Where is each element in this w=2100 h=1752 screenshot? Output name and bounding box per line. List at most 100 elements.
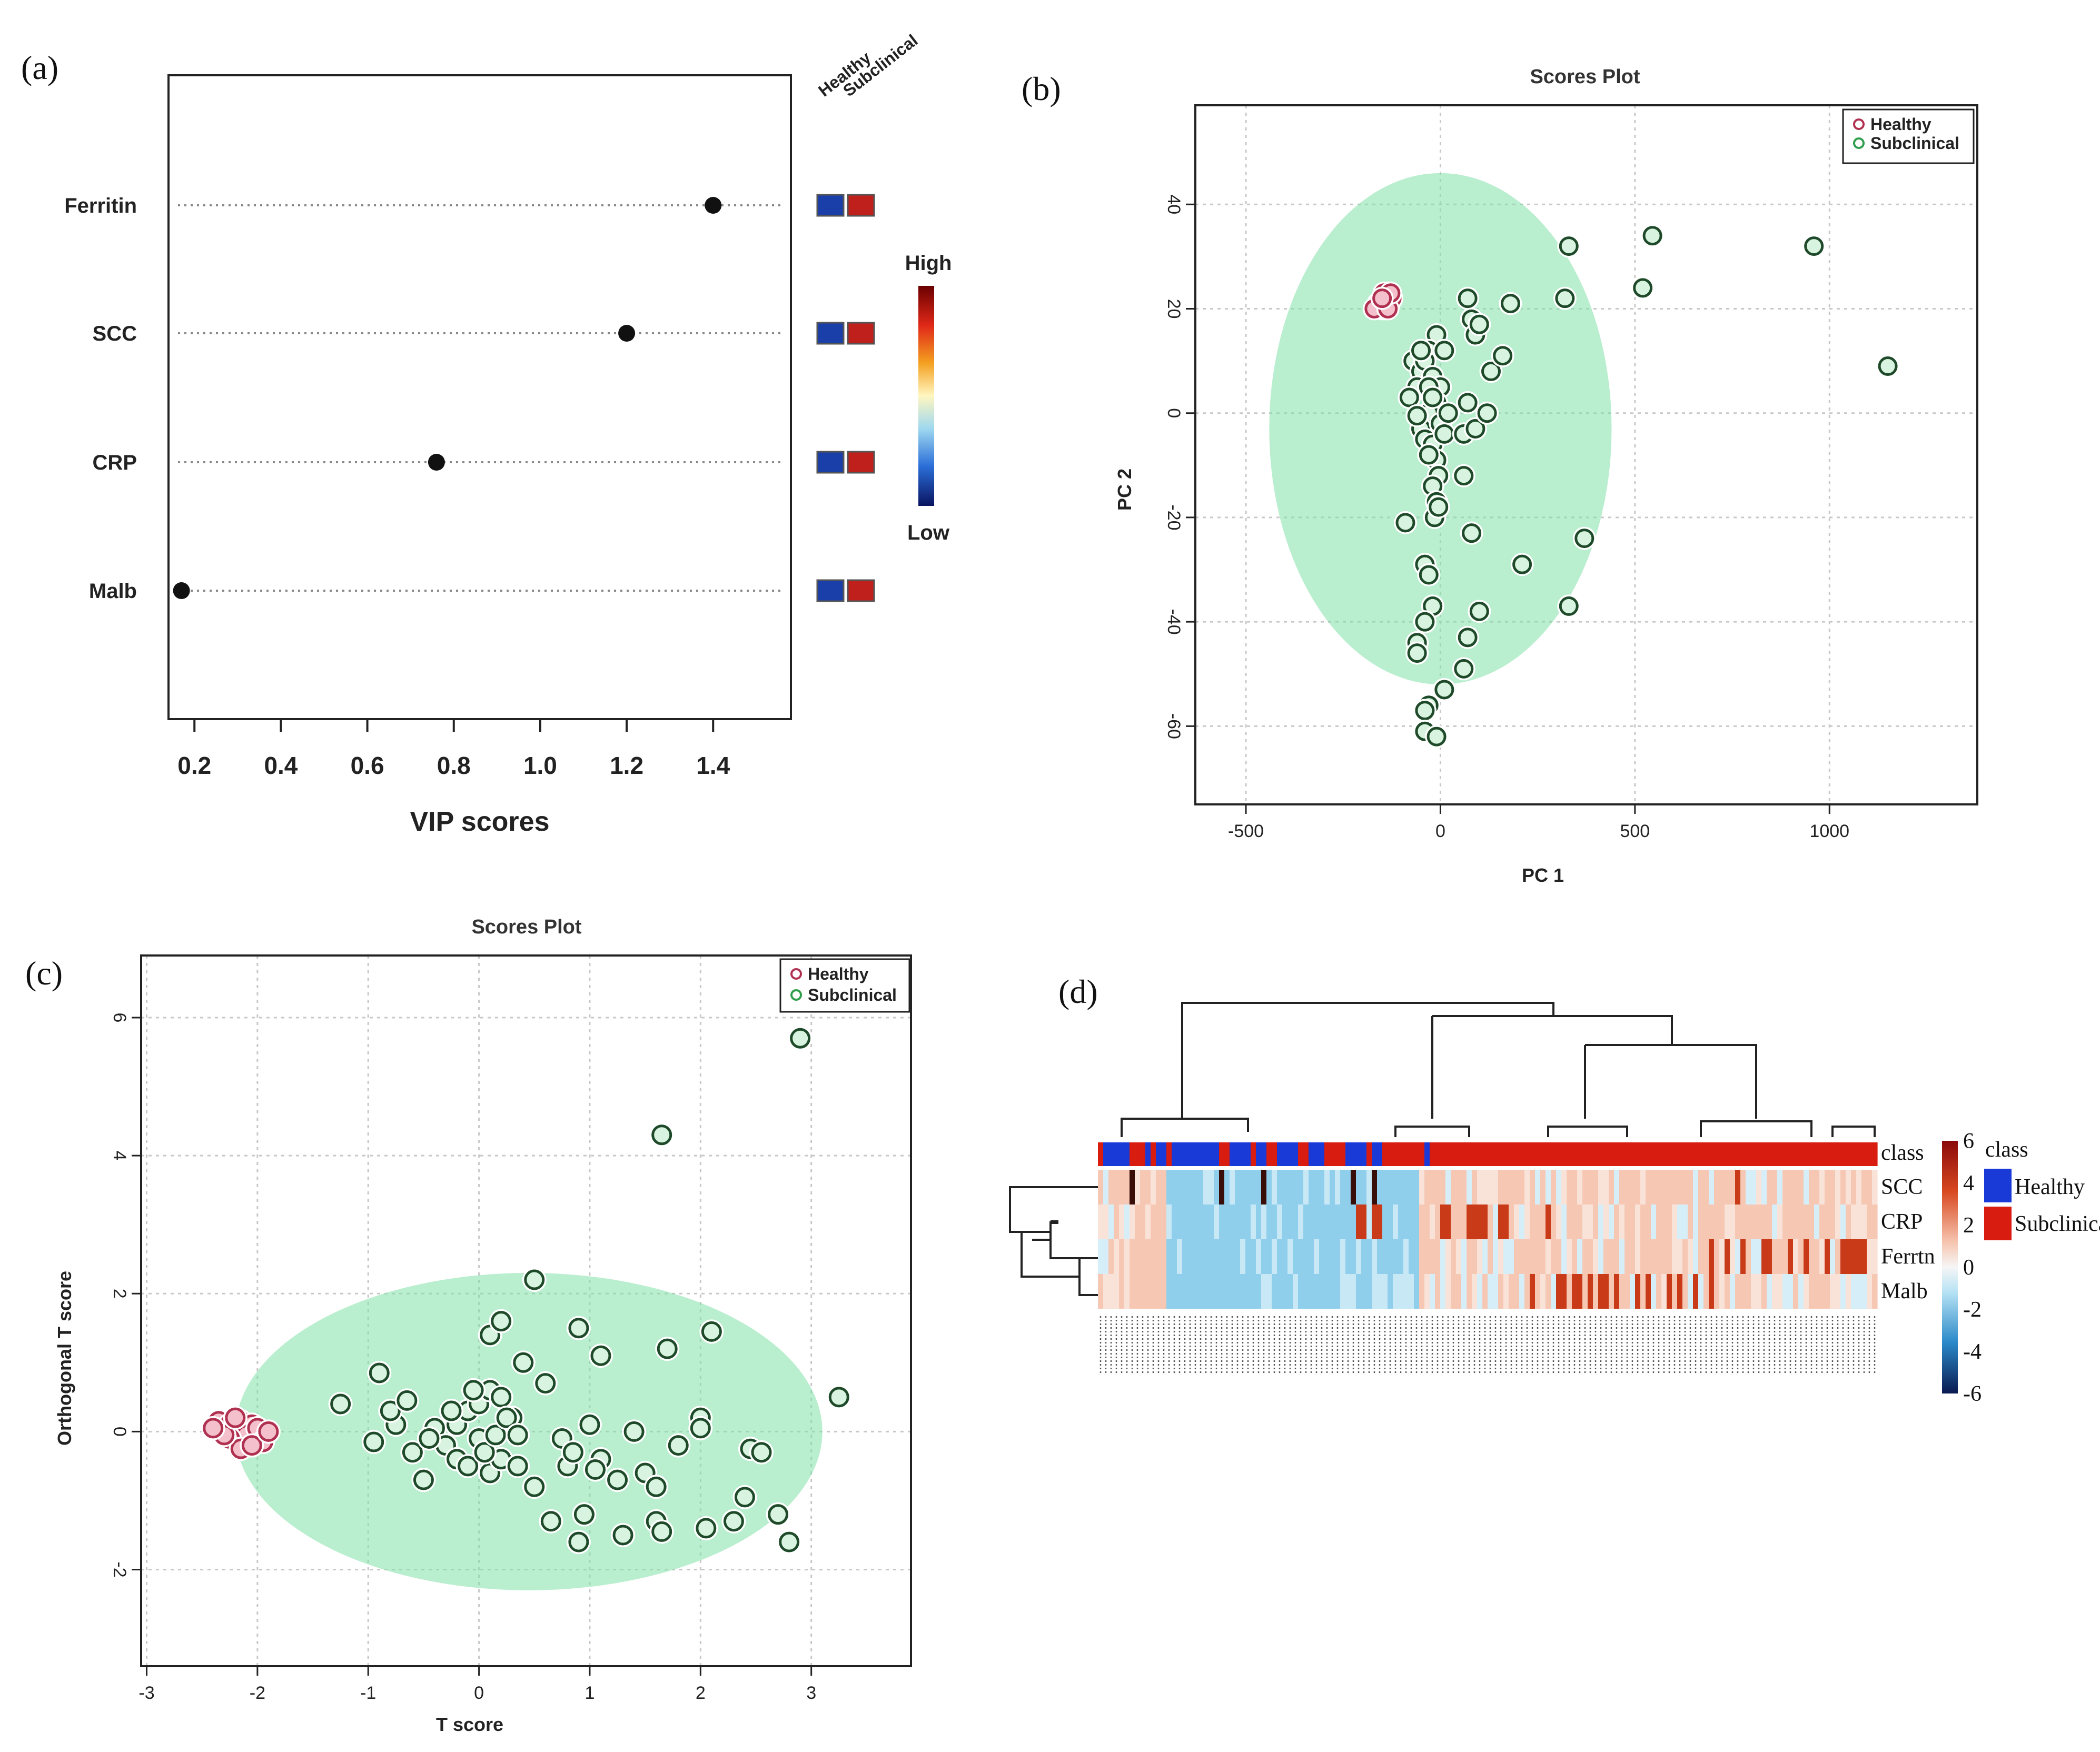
heatmap-cell: [1482, 1204, 1488, 1239]
pca-subclinical-point: [1481, 361, 1501, 381]
heatmap-cell: [1856, 1274, 1862, 1309]
opls-subclinical-point: [779, 1531, 800, 1552]
heatmap-cell: [1767, 1204, 1772, 1239]
heatmap-cell: [1472, 1239, 1478, 1274]
heatmap-cell: [1740, 1274, 1746, 1309]
heatmap-cell: [1130, 1274, 1135, 1309]
heatmap-cell: [1388, 1274, 1393, 1309]
heatmap-cell: [1598, 1170, 1604, 1204]
heatmap-cell: [1277, 1170, 1283, 1204]
pca-subclinical-point: [1438, 403, 1458, 423]
heatmap-cell: [1656, 1274, 1662, 1309]
opls-legend: Healthy Subclinical: [779, 958, 910, 1013]
heatmap-class-cell: [1746, 1142, 1751, 1166]
heatmap-cell: [1725, 1239, 1730, 1274]
heatmap-cell: [1151, 1274, 1156, 1309]
heatmap-cell: [1793, 1170, 1799, 1204]
heatmap-class-cell: [1535, 1142, 1541, 1166]
heatmap-cell: [1409, 1239, 1414, 1274]
heatmap-cell: [1524, 1204, 1530, 1239]
heatmap-cell: [1324, 1204, 1330, 1239]
heatmap-cell: [1872, 1170, 1878, 1204]
opls-subclinical-point: [701, 1321, 722, 1342]
heatmap-cell: [1393, 1239, 1399, 1274]
heatmap-cell: [1798, 1204, 1804, 1239]
heatmap-cell: [1598, 1274, 1604, 1309]
heatmap-cell: [1709, 1170, 1715, 1204]
heatmap-cell: [1440, 1239, 1446, 1274]
heatmap-cell: [1746, 1204, 1751, 1239]
heatmap-cell: [1651, 1170, 1657, 1204]
heatmap-class-cell: [1772, 1142, 1778, 1166]
heatmap-cell: [1782, 1204, 1788, 1239]
heatmap-cell: [1177, 1170, 1183, 1204]
pca-subclinical-point: [1395, 513, 1415, 533]
heatmap-colorbar-tick: 2: [1963, 1213, 1974, 1238]
heatmap-cell: [1593, 1204, 1599, 1239]
heatmap-cell: [1393, 1274, 1399, 1309]
pca-panel: Scores Plot -500 0 500 1000 -60 -40 -20 0 20 40 P…: [1114, 66, 1978, 886]
heatmap-cell: [1603, 1274, 1609, 1309]
heatmap-cell: [1135, 1204, 1141, 1239]
vip-x-tick-label: 1.2: [610, 752, 643, 779]
heatmap-cell: [1567, 1274, 1572, 1309]
heatmap-cell: [1830, 1239, 1836, 1274]
heatmap-cell: [1556, 1170, 1562, 1204]
heatmap-cell: [1282, 1204, 1288, 1239]
heatmap-cell: [1798, 1239, 1804, 1274]
heatmap-class-cell: [1314, 1142, 1320, 1166]
heatmap-cell: [1830, 1170, 1836, 1204]
pca-y-axis-label: PC 2: [1114, 469, 1135, 511]
heatmap-cell: [1677, 1239, 1683, 1274]
opls-subclinical-point: [496, 1407, 517, 1428]
opls-healthy-point: [203, 1418, 224, 1439]
heatmap-cell: [1324, 1274, 1330, 1309]
heatmap-row-label: SCC: [1881, 1175, 1923, 1199]
heatmap-cell: [1614, 1274, 1620, 1309]
heatmap-cell: [1351, 1274, 1356, 1309]
heatmap-class-cell: [1230, 1142, 1235, 1166]
pca-subclinical-point: [1462, 523, 1482, 543]
heatmap-cell: [1440, 1204, 1446, 1239]
vip-colorbar-low-label: Low: [907, 521, 950, 544]
heatmap-class-cell: [1777, 1142, 1783, 1166]
heatmap-cell: [1656, 1239, 1662, 1274]
heatmap-cell: [1356, 1170, 1362, 1204]
heatmap-cell: [1772, 1274, 1778, 1309]
heatmap-cell: [1151, 1204, 1156, 1239]
heatmap-cell: [1172, 1170, 1177, 1204]
pca-subclinical-point: [1469, 601, 1489, 621]
heatmap-cell: [1756, 1274, 1762, 1309]
heatmap-cell: [1140, 1170, 1146, 1204]
opls-subclinical-point: [751, 1442, 772, 1463]
heatmap-cell: [1793, 1239, 1799, 1274]
pca-subclinical-point: [1642, 226, 1662, 246]
heatmap-cell: [1240, 1274, 1246, 1309]
heatmap-cell: [1804, 1239, 1809, 1274]
opls-subclinical-point: [363, 1431, 384, 1452]
heatmap-cell: [1445, 1170, 1451, 1204]
heatmap-cell: [1477, 1274, 1483, 1309]
heatmap-cell: [1588, 1204, 1593, 1239]
heatmap-cell: [1156, 1239, 1162, 1274]
heatmap-cell: [1214, 1239, 1220, 1274]
heatmap-cell: [1124, 1204, 1130, 1239]
opls-subclinical-point: [734, 1487, 755, 1508]
heatmap-cell: [1214, 1204, 1220, 1239]
heatmap-cell: [1330, 1170, 1335, 1204]
heatmap-cell: [1356, 1274, 1362, 1309]
heatmap-cell: [1240, 1204, 1246, 1239]
heatmap-cell: [1430, 1239, 1435, 1274]
heatmap-class-cell: [1477, 1142, 1483, 1166]
vip-subclinical-cell: [847, 451, 875, 474]
heatmap-cell: [1719, 1204, 1725, 1239]
opls-y-tick-label: 0: [110, 1427, 130, 1437]
heatmap-cell: [1377, 1239, 1383, 1274]
heatmap-class-cell: [1793, 1142, 1799, 1166]
heatmap-cell: [1145, 1274, 1151, 1309]
heatmap-class-cell: [1256, 1142, 1262, 1166]
heatmap-class-cell: [1867, 1142, 1873, 1166]
heatmap-class-cell: [1588, 1142, 1593, 1166]
heatmap-class-cell: [1840, 1142, 1846, 1166]
heatmap-cell: [1256, 1239, 1262, 1274]
